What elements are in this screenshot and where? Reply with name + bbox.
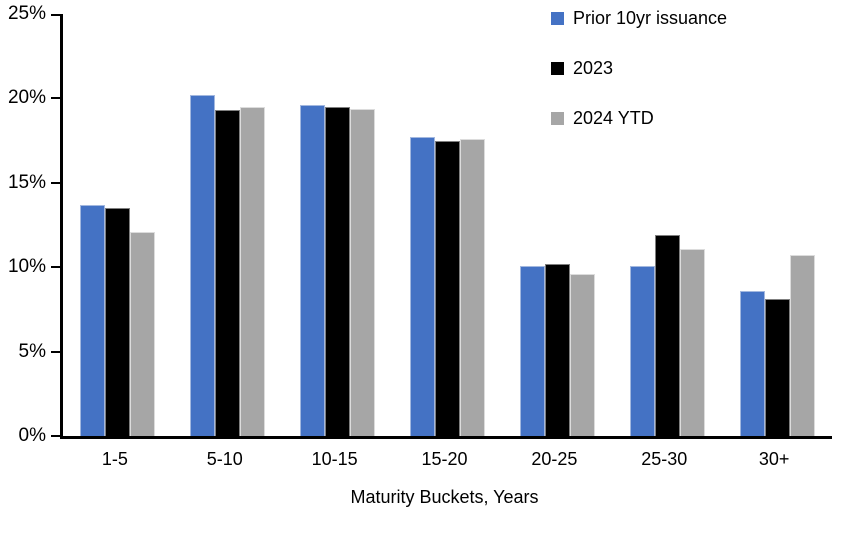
bar-group-30 — [722, 14, 832, 436]
legend-swatch-2024-ytd — [551, 112, 564, 125]
bar-2024-ytd-5-10 — [240, 106, 266, 436]
x-tick-label-10-15: 10-15 — [311, 449, 358, 469]
y-tick-mark — [51, 97, 60, 99]
bar-prior-10yr-issuance-15-20 — [410, 137, 435, 436]
legend-item-prior-10yr-issuance: Prior 10yr issuance — [551, 8, 727, 29]
y-tick-label: 10% — [7, 256, 46, 277]
bar-group-25-30 — [612, 14, 722, 436]
x-axis-labels: 1-5 5-10 10-15 15-20 20-25 25-30 30+ — [60, 449, 829, 470]
x-tick-label-15-20: 15-20 — [421, 449, 468, 469]
bar-2024-ytd-25-30 — [679, 248, 705, 436]
y-tick-label: 25% — [7, 3, 46, 24]
y-tick-label: 15% — [7, 172, 46, 193]
bar-2023-5-10 — [215, 110, 241, 436]
bar-2023-25-30 — [654, 235, 680, 436]
bar-2024-ytd-10-15 — [350, 108, 376, 436]
legend-swatch-prior-10yr-issuance — [551, 12, 564, 25]
x-axis-title: Maturity Buckets, Years — [350, 487, 539, 507]
bar-2023-15-20 — [435, 140, 460, 436]
bar-prior-10yr-issuance-30 — [739, 290, 765, 436]
bar-prior-10yr-issuance-5-10 — [190, 95, 216, 436]
legend-label-2024-ytd: 2024 YTD — [573, 108, 654, 128]
bar-2024-ytd-1-5 — [130, 231, 156, 436]
bar-2023-10-15 — [325, 106, 351, 436]
bar-2024-ytd-15-20 — [460, 138, 485, 436]
bar-prior-10yr-issuance-1-5 — [80, 204, 106, 436]
plot-area — [51, 14, 832, 439]
x-tick-label-1-5: 1-5 — [101, 449, 128, 469]
bar-group-5-10 — [173, 14, 283, 436]
bar-2023-20-25 — [544, 263, 570, 436]
y-tick-label: 5% — [18, 341, 46, 362]
y-tick-mark — [51, 435, 60, 437]
y-tick-mark — [51, 14, 60, 16]
y-tick-label: 0% — [18, 425, 46, 446]
bar-prior-10yr-issuance-20-25 — [519, 265, 545, 436]
bar-2024-ytd-20-25 — [569, 273, 595, 436]
y-axis-labels: 0% 5% 10% 15% 20% 25% — [0, 4, 46, 446]
legend-swatch-2023 — [551, 62, 564, 75]
legend: Prior 10yr issuance 2023 2024 YTD — [551, 8, 727, 158]
y-tick-mark — [51, 266, 60, 268]
y-tick-mark — [51, 182, 60, 184]
bar-2024-ytd-30 — [789, 255, 815, 436]
y-tick-mark — [51, 351, 60, 353]
legend-label-prior-10yr-issuance: Prior 10yr issuance — [573, 8, 728, 28]
legend-item-2023: 2023 — [551, 58, 727, 79]
bar-prior-10yr-issuance-10-15 — [300, 105, 326, 436]
bar-2023-30 — [764, 299, 790, 436]
bar-group-1-5 — [63, 14, 173, 436]
legend-item-2024-ytd: 2024 YTD — [551, 108, 727, 129]
y-tick-label: 20% — [7, 87, 46, 108]
bar-group-15-20 — [393, 14, 503, 436]
x-tick-label-25-30: 25-30 — [641, 449, 688, 469]
bar-prior-10yr-issuance-25-30 — [629, 265, 655, 436]
bar-groups — [63, 14, 832, 436]
bar-group-10-15 — [283, 14, 393, 436]
x-tick-label-30: 30+ — [758, 449, 790, 469]
x-tick-label-20-25: 20-25 — [531, 449, 578, 469]
legend-label-2023: 2023 — [573, 58, 614, 78]
bar-group-20-25 — [502, 14, 612, 436]
bar-2023-1-5 — [105, 208, 131, 436]
x-tick-label-5-10: 5-10 — [206, 449, 243, 469]
